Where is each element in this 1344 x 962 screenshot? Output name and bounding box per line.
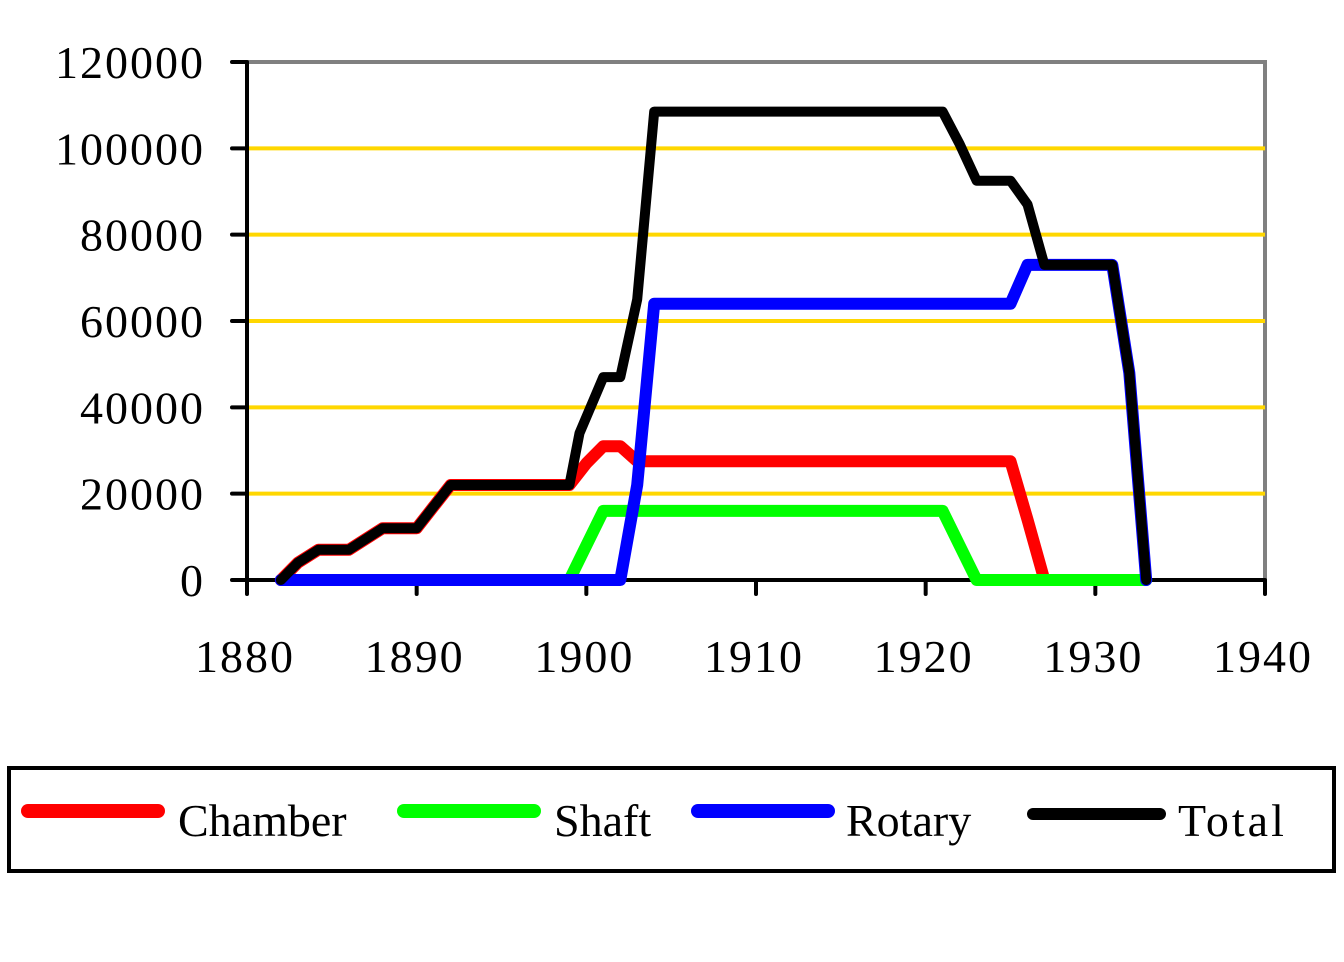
y-tick-label: 40000 xyxy=(80,382,205,433)
legend: Chamber Shaft Rotary Total xyxy=(7,766,1336,873)
gridlines xyxy=(247,146,1265,496)
x-tick-label: 1900 xyxy=(534,631,634,682)
x-axis-ticks: 1880 1890 1900 1910 1920 1930 1940 xyxy=(195,578,1313,682)
y-tick-label: 0 xyxy=(180,555,205,606)
legend-label-shaft: Shaft xyxy=(554,795,651,846)
legend-item-shaft: Shaft xyxy=(397,795,651,846)
legend-box xyxy=(7,766,1336,873)
legend-label-total: Total xyxy=(1178,795,1287,846)
x-tick-label: 1910 xyxy=(704,631,804,682)
legend-item-chamber: Chamber xyxy=(21,795,347,846)
x-tick-label: 1880 xyxy=(195,631,295,682)
legend-label-chamber: Chamber xyxy=(178,795,347,846)
y-tick-label: 100000 xyxy=(55,123,205,174)
legend-label-rotary: Rotary xyxy=(846,795,971,846)
y-tick-label: 80000 xyxy=(80,210,205,261)
x-tick-label: 1940 xyxy=(1213,631,1313,682)
series-lines xyxy=(274,106,1153,586)
x-tick-label: 1890 xyxy=(365,631,465,682)
y-tick-label: 60000 xyxy=(80,296,205,347)
x-tick-label: 1930 xyxy=(1043,631,1143,682)
series-line-shaft xyxy=(563,504,1153,586)
x-tick-label: 1920 xyxy=(874,631,974,682)
legend-item-rotary: Rotary xyxy=(691,795,971,846)
legend-item-total: Total xyxy=(1027,795,1287,846)
series-line-total xyxy=(275,106,1152,585)
y-tick-label: 120000 xyxy=(55,37,205,88)
y-axis-ticks: 0 20000 40000 60000 80000 100000 120000 xyxy=(55,37,249,606)
y-tick-label: 20000 xyxy=(80,469,205,520)
